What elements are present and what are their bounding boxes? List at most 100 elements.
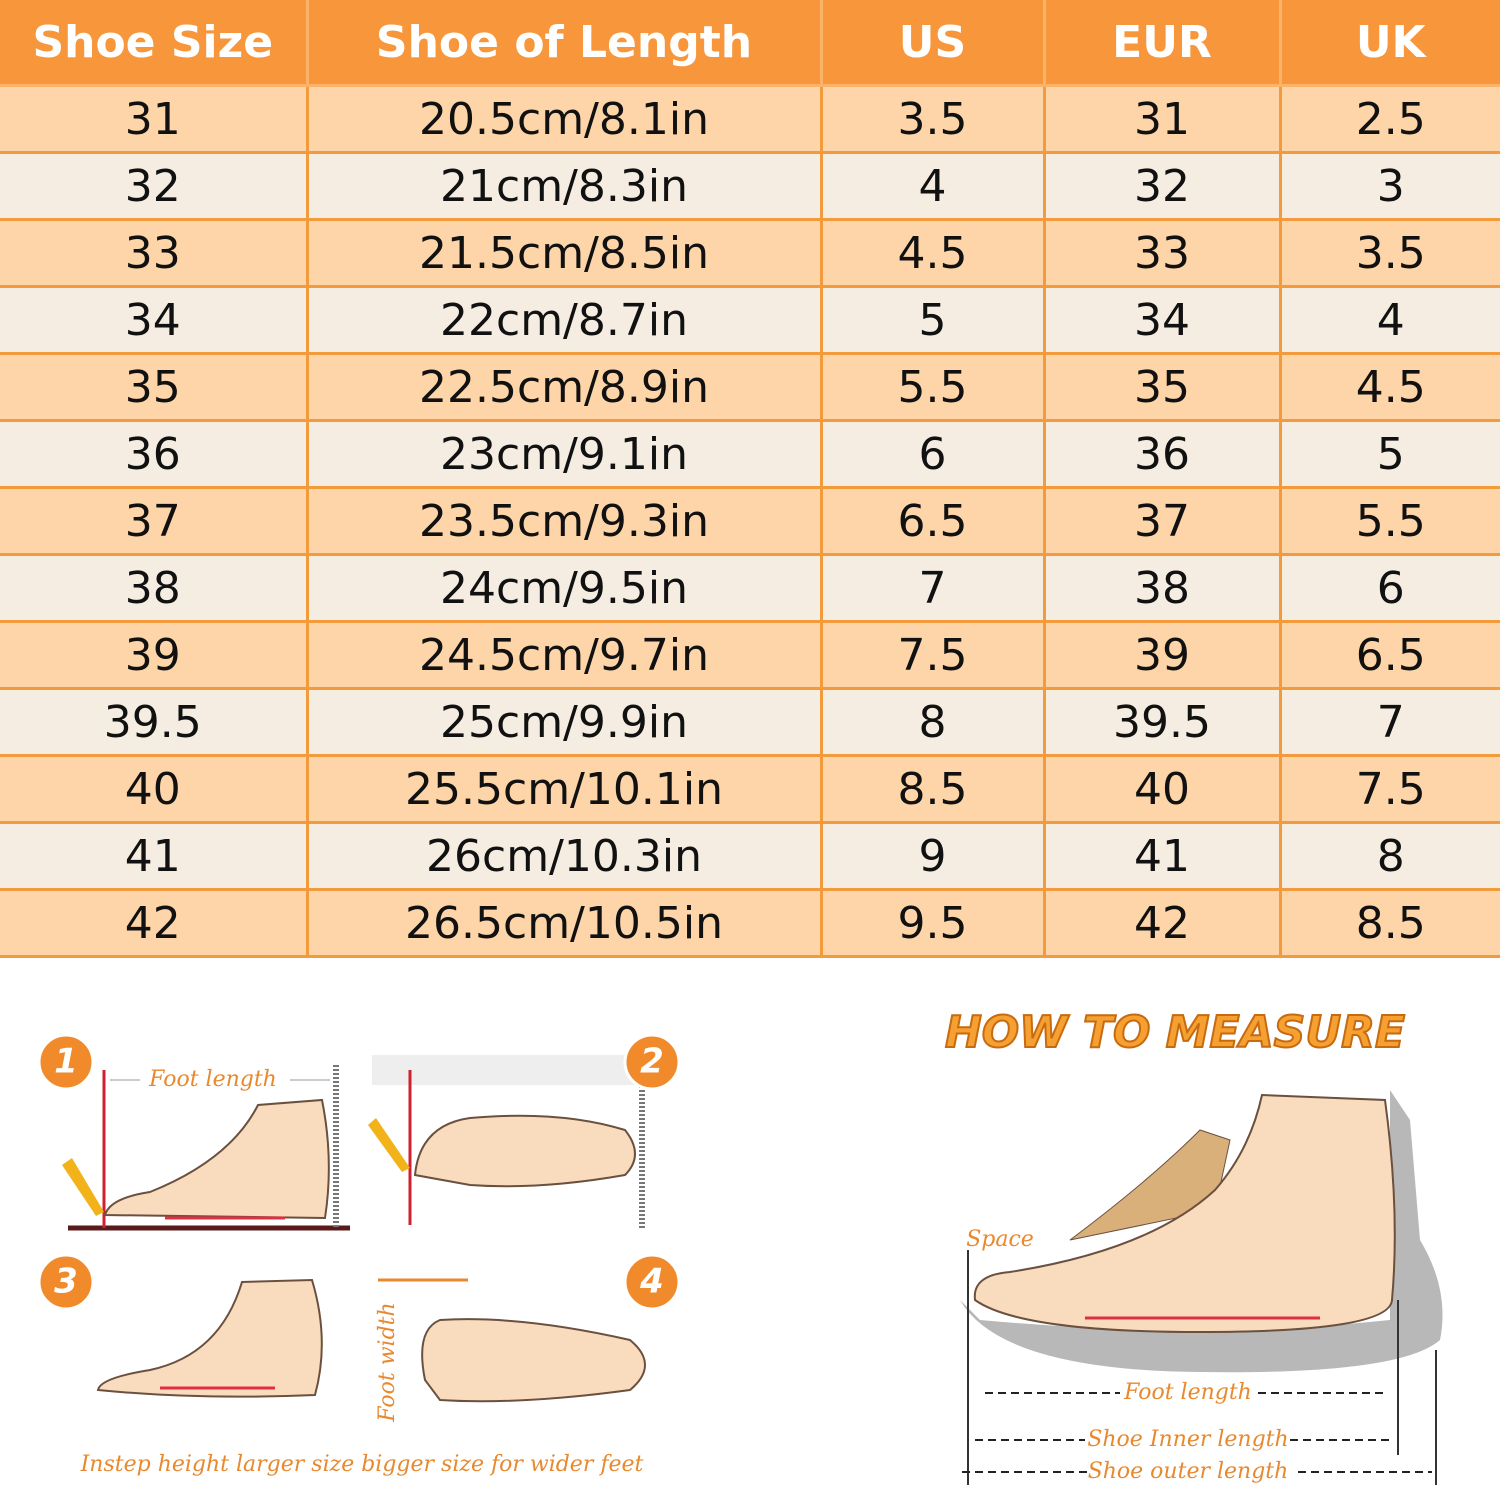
table-cell: 23cm/9.1in	[305, 419, 823, 489]
table-cell: 8	[819, 687, 1046, 757]
table-cell: 4.5	[1278, 352, 1500, 422]
table-cell: 7	[1278, 687, 1500, 757]
table-row: 38 24cm/9.5in 7 38 6	[0, 553, 1500, 623]
space-label: Space	[966, 1227, 1034, 1252]
table-cell: 6.5	[819, 486, 1046, 556]
table-cell: 35	[0, 352, 309, 422]
table-cell: 6.5	[1278, 620, 1500, 690]
table-row: 35 22.5cm/8.9in 5.5 35 4.5	[0, 352, 1500, 422]
table-cell: 6	[819, 419, 1046, 489]
step-number: 1	[54, 1042, 78, 1082]
table-cell: 8.5	[1278, 888, 1500, 958]
step-number: 4	[639, 1262, 664, 1302]
table-cell: 39.5	[0, 687, 309, 757]
table-cell: 40	[0, 754, 309, 824]
table-cell: 39.5	[1042, 687, 1282, 757]
inner-length-label: Shoe Inner length	[1087, 1427, 1288, 1452]
measure-guide: 1 2 3 4 Foot length Foot width Instep he…	[37, 1006, 1443, 1485]
table-row: 39 24.5cm/9.7in 7.5 39 6.5	[0, 620, 1500, 690]
table-row: 31 20.5cm/8.1in 3.5 31 2.5	[0, 84, 1500, 154]
table-cell: 38	[1042, 553, 1282, 623]
table-cell: 8.5	[819, 754, 1046, 824]
foot	[103, 1098, 330, 1220]
table-row: 42 26.5cm/10.5in 9.5 42 8.5	[0, 888, 1500, 958]
table-cell: 24.5cm/9.7in	[305, 620, 823, 690]
caption: Instep height larger size bigger size fo…	[80, 1452, 644, 1477]
table-cell: 38	[0, 553, 309, 623]
table-cell: 32	[0, 151, 309, 221]
table-cell: 37	[1042, 486, 1282, 556]
foot	[973, 1093, 1396, 1334]
header-cell: Shoe of Length	[305, 0, 823, 87]
table-cell: 7	[819, 553, 1046, 623]
table-cell: 41	[0, 821, 309, 891]
table-cell: 37	[0, 486, 309, 556]
foot	[421, 1318, 646, 1403]
table-cell: 3.5	[819, 84, 1046, 154]
table-cell: 21cm/8.3in	[305, 151, 823, 221]
table-cell: 6	[1278, 553, 1500, 623]
table-cell: 20.5cm/8.1in	[305, 84, 823, 154]
table-row: 41 26cm/10.3in 9 41 8	[0, 821, 1500, 891]
table-cell: 7.5	[1278, 754, 1500, 824]
table-row: 33 21.5cm/8.5in 4.5 33 3.5	[0, 218, 1500, 288]
table-cell: 32	[1042, 151, 1282, 221]
shade	[372, 1055, 642, 1085]
size-table: Shoe Size Shoe of Length US EUR UK 31 20.5cm/…	[0, 0, 1500, 958]
table-cell: 39	[1042, 620, 1282, 690]
header-row: Shoe Size Shoe of Length US EUR UK	[0, 0, 1500, 87]
table-cell: 34	[1042, 285, 1282, 355]
step-number: 2	[640, 1042, 664, 1082]
table-cell: 31	[0, 84, 309, 154]
table-cell: 40	[1042, 754, 1282, 824]
table-cell: 5.5	[1278, 486, 1500, 556]
dimension-lines	[962, 1392, 1432, 1473]
table-cell: 3	[1278, 151, 1500, 221]
table-cell: 31	[1042, 84, 1282, 154]
table-cell: 8	[1278, 821, 1500, 891]
table-cell: 34	[0, 285, 309, 355]
table-cell: 2.5	[1278, 84, 1500, 154]
table-cell: 33	[1042, 218, 1282, 288]
table-cell: 26.5cm/10.5in	[305, 888, 823, 958]
step-number: 3	[54, 1262, 78, 1302]
table-cell: 9.5	[819, 888, 1046, 958]
table-cell: 5.5	[819, 352, 1046, 422]
table-cell: 36	[0, 419, 309, 489]
pencil	[62, 1158, 104, 1216]
foot-length-label: Foot length	[1123, 1380, 1252, 1405]
table-cell: 35	[1042, 352, 1282, 422]
table-cell: 21.5cm/8.5in	[305, 218, 823, 288]
table-cell: 36	[1042, 419, 1282, 489]
header-cell: US	[819, 0, 1046, 87]
measure-title: HOW TO MEASURE	[945, 1007, 1405, 1058]
table-cell: 39	[0, 620, 309, 690]
table-cell: 5	[819, 285, 1046, 355]
table-row: 34 22cm/8.7in 5 34 4	[0, 285, 1500, 355]
foot-width-label: Foot width	[375, 1302, 400, 1422]
table-cell: 24cm/9.5in	[305, 553, 823, 623]
table-cell: 33	[0, 218, 309, 288]
table-cell: 25cm/9.9in	[305, 687, 823, 757]
table-cell: 3.5	[1278, 218, 1500, 288]
table-cell: 4	[819, 151, 1046, 221]
shoe-sole	[960, 1090, 1443, 1373]
table-cell: 22.5cm/8.9in	[305, 352, 823, 422]
table-cell: 41	[1042, 821, 1282, 891]
table-cell: 4	[1278, 285, 1500, 355]
foot	[96, 1278, 323, 1398]
outer-length-label: Shoe outer length	[1088, 1459, 1289, 1484]
table-row: 39.5 25cm/9.9in 8 39.5 7	[0, 687, 1500, 757]
table-row: 40 25.5cm/10.1in 8.5 40 7.5	[0, 754, 1500, 824]
table-cell: 5	[1278, 419, 1500, 489]
table-row: 37 23.5cm/9.3in 6.5 37 5.5	[0, 486, 1500, 556]
header-cell: EUR	[1042, 0, 1282, 87]
table-cell: 23.5cm/9.3in	[305, 486, 823, 556]
table-body: 31 20.5cm/8.1in 3.5 31 2.5 32 21cm/8.3in 4 32 3 33…	[0, 84, 1500, 958]
table-cell: 25.5cm/10.1in	[305, 754, 823, 824]
table-cell: 4.5	[819, 218, 1046, 288]
foot	[413, 1114, 636, 1188]
table-row: 36 23cm/9.1in 6 36 5	[0, 419, 1500, 489]
foot-length-label: Foot length	[148, 1067, 277, 1092]
